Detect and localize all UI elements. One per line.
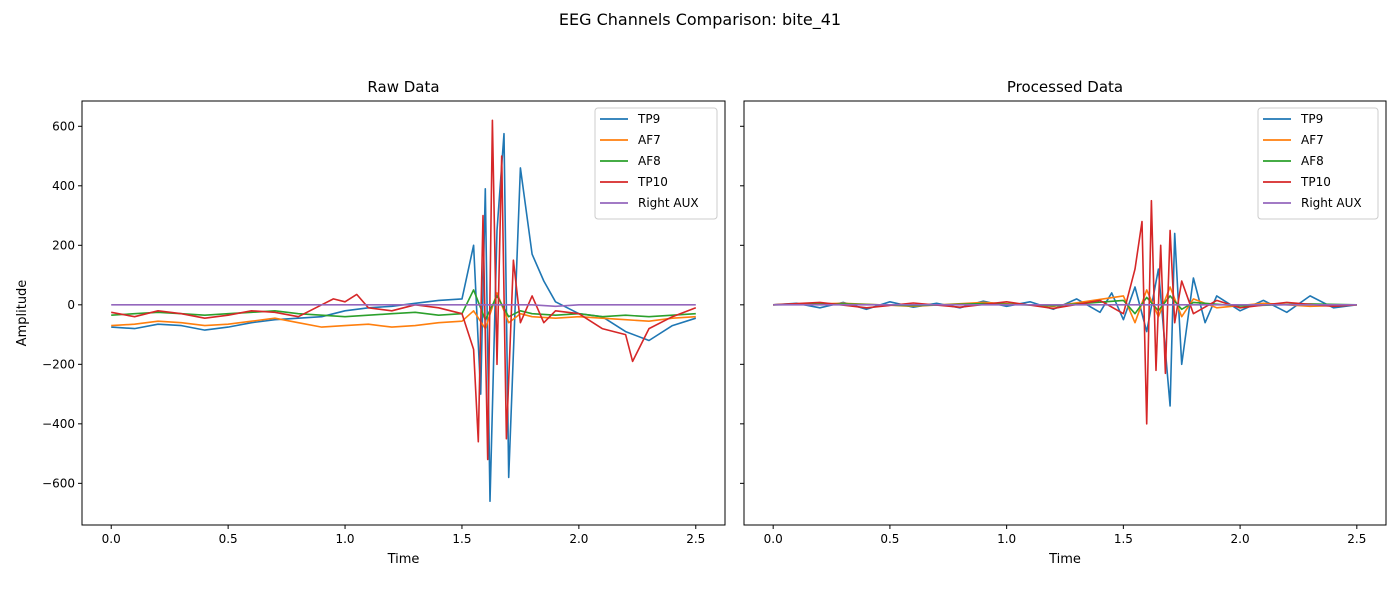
series-line-af7: [111, 292, 696, 330]
legend-label: TP9: [637, 112, 660, 126]
subplot-1: Raw Data 0.0 0.5 1.0 1.5 2.0 2.5 Time 600 400 200 0…: [15, 78, 726, 567]
legend-box: [1257, 107, 1379, 220]
legend-box: [594, 107, 718, 220]
y-tick-label: 400: [52, 179, 75, 193]
x-tick-label: 2.5: [1347, 532, 1366, 546]
subplots: Raw Data 0.0 0.5 1.0 1.5 2.0 2.5 Time 600 400 200 0…: [15, 78, 1387, 567]
subplot-title: Processed Data: [1007, 78, 1123, 96]
x-tick-label: 0.0: [764, 532, 783, 546]
series-line-tp9: [773, 232, 1357, 407]
legend-label: AF8: [1301, 154, 1324, 168]
x-tick-label: 1.0: [335, 532, 354, 546]
x-tick-label: 2.5: [686, 532, 705, 546]
legend-label: Right AUX: [1301, 196, 1362, 210]
y-tick-label: 200: [52, 238, 75, 252]
y-tick-label: 0: [67, 298, 75, 312]
x-tick-label: 1.0: [997, 532, 1016, 546]
legend-label: Right AUX: [638, 196, 699, 210]
axes-frame: [81, 100, 726, 526]
x-tick-label: 0.5: [880, 532, 899, 546]
legend: TP9 AF7 AF8 TP10 Right AUX: [1257, 107, 1379, 220]
y-tick-label: −600: [42, 476, 75, 490]
legend-label: TP10: [637, 175, 668, 189]
x-axis-label: Time: [387, 552, 420, 567]
plot-area-1: [111, 119, 697, 503]
axes-frame: [743, 100, 1387, 526]
x-tick-label: 0.5: [219, 532, 238, 546]
x-axis-label: Time: [1048, 552, 1081, 567]
plot-area-2: [773, 199, 1357, 425]
series-line-tp10: [773, 199, 1357, 425]
series-line-right-aux: [111, 303, 696, 308]
figure-suptitle: EEG Channels Comparison: bite_41: [559, 10, 841, 30]
legend-label: TP10: [1300, 175, 1331, 189]
legend-label: AF7: [1301, 133, 1324, 147]
subplot-2: Processed Data 0.0 0.5 1.0 1.5 2.0 2.5 Time TP9 A…: [740, 78, 1387, 567]
y-tick-label: 600: [52, 119, 75, 133]
series-line-tp10: [111, 119, 697, 461]
legend: TP9 AF7 AF8 TP10 Right AUX: [594, 107, 718, 220]
x-tick-label: 1.5: [1114, 532, 1133, 546]
x-tick-label: 1.5: [452, 532, 471, 546]
legend-label: AF7: [638, 133, 661, 147]
y-axis-label: Amplitude: [15, 280, 30, 347]
y-tick-label: −200: [42, 357, 75, 371]
legend-label: AF8: [638, 154, 661, 168]
x-tick-label: 0.0: [102, 532, 121, 546]
legend-label: TP9: [1300, 112, 1323, 126]
subplot-title: Raw Data: [367, 78, 439, 96]
y-tick-label: −400: [42, 417, 75, 431]
x-tick-label: 2.0: [569, 532, 588, 546]
series-line-af8: [111, 289, 696, 321]
series-line-tp9: [111, 132, 697, 503]
x-tick-label: 2.0: [1231, 532, 1250, 546]
